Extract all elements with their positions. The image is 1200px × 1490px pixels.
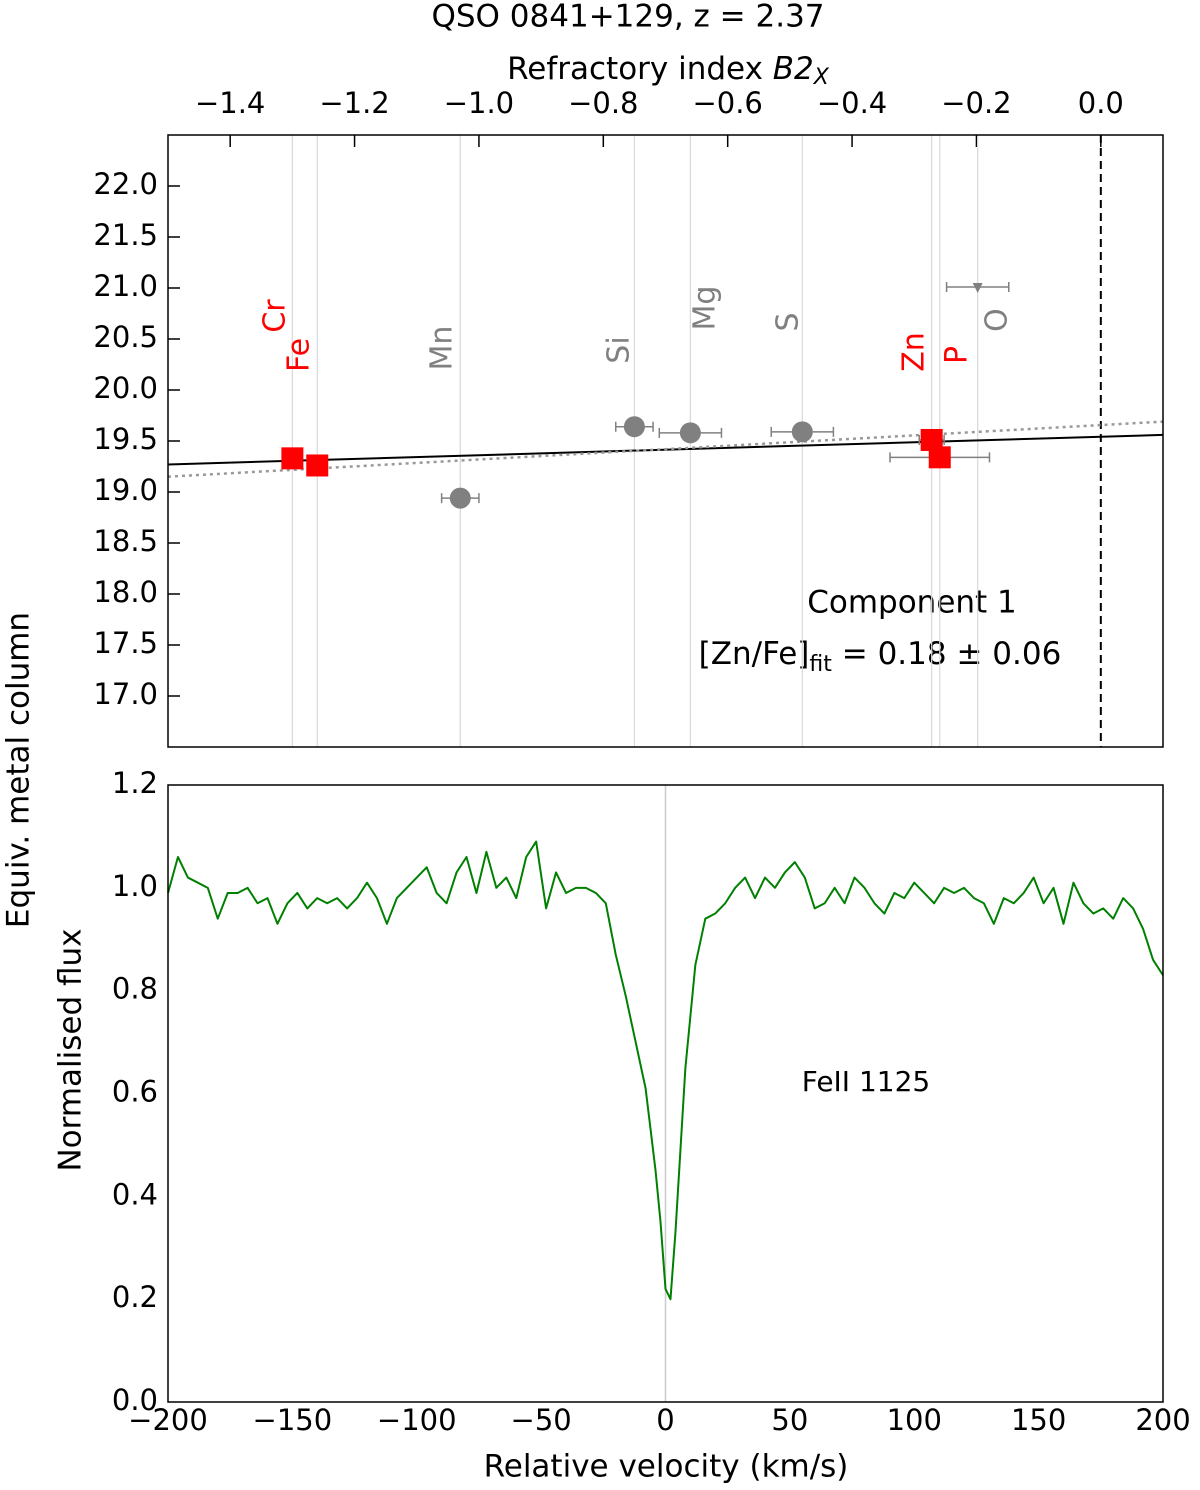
- annotation-main: [Zn/Fe]: [699, 636, 810, 672]
- element-label: Mg: [688, 286, 723, 331]
- y-tick-label: 22.0: [93, 167, 158, 201]
- x-tick-label: −1.0: [444, 86, 514, 120]
- x-tick-label: −1.2: [319, 86, 389, 120]
- y-axis-title: Normalised flux: [53, 928, 89, 1171]
- y-tick-label: 1.0: [112, 869, 158, 903]
- point: [679, 422, 701, 444]
- x-tick-label: −0.2: [941, 86, 1011, 120]
- element-label: Si: [602, 336, 637, 363]
- chart-title: QSO 0841+129, z = 2.37: [431, 0, 824, 35]
- x-axis-title: Relative velocity (km/s): [484, 1449, 849, 1485]
- y-tick-label: 17.0: [93, 677, 158, 711]
- x-tick-label: −0.6: [692, 86, 762, 120]
- upper-limit: [972, 282, 983, 293]
- x-tick-label: 50: [771, 1403, 808, 1437]
- y-tick-label: 21.0: [93, 269, 158, 303]
- x-tick-label: −1.4: [195, 86, 265, 120]
- y-tick-label: 0.8: [112, 972, 158, 1006]
- y-tick-label: 18.5: [93, 524, 158, 558]
- fit-line: [167, 420, 1164, 478]
- point: [623, 416, 645, 438]
- y-tick-label: 1.2: [112, 766, 158, 800]
- element-label: Fe: [282, 338, 317, 372]
- element-label: Cr: [258, 299, 293, 333]
- y-tick-label: 21.5: [93, 218, 158, 252]
- x-tick-label: 100: [887, 1403, 942, 1437]
- y-axis-title: Equiv. metal column: [1, 612, 37, 928]
- y-tick-label: 19.5: [93, 422, 158, 456]
- x-tick-label: 0: [656, 1403, 674, 1437]
- x-title-italic: B2: [773, 51, 814, 87]
- point: [306, 454, 329, 477]
- point: [449, 487, 471, 509]
- x-tick-label: 200: [1135, 1403, 1190, 1437]
- y-tick-label: 20.5: [93, 320, 158, 354]
- y-tick-label: 0.0: [112, 1383, 158, 1417]
- annotation: FeII 1125: [802, 1065, 930, 1098]
- x-title-sub: X: [813, 65, 830, 90]
- element-label: Mn: [425, 326, 460, 371]
- x-tick-label: −100: [377, 1403, 457, 1437]
- top-x-axis-title: Refractory index B2X: [507, 51, 830, 91]
- x-tick-label: −200: [128, 1403, 208, 1437]
- annotation: Component 1: [807, 585, 1017, 621]
- spectrum-line: [167, 840, 1164, 1301]
- element-label: Zn: [897, 332, 932, 372]
- y-tick-label: 17.5: [93, 626, 158, 660]
- point: [920, 428, 943, 451]
- element-label: O: [980, 308, 1015, 332]
- element-label: P: [940, 346, 975, 364]
- x-title-main: Refractory index: [507, 51, 773, 87]
- x-tick-label: 0.0: [1078, 86, 1124, 120]
- y-tick-label: 20.0: [93, 371, 158, 405]
- y-tick-label: 19.0: [93, 473, 158, 507]
- point: [791, 421, 813, 443]
- y-tick-label: 0.2: [112, 1280, 158, 1314]
- x-tick-label: −50: [511, 1403, 572, 1437]
- x-tick-label: −0.8: [568, 86, 638, 120]
- y-tick-label: 18.0: [93, 575, 158, 609]
- element-label: S: [771, 312, 806, 331]
- y-tick-label: 0.4: [112, 1177, 158, 1211]
- point: [928, 446, 951, 469]
- x-tick-label: 150: [1011, 1403, 1066, 1437]
- plot-frame: [167, 134, 1164, 748]
- point: [281, 447, 304, 470]
- y-tick-label: 0.6: [112, 1075, 158, 1109]
- x-tick-label: −150: [253, 1403, 333, 1437]
- annotation: [Zn/Fe]fit = 0.18 ± 0.06: [699, 636, 1062, 678]
- plot-frame: [167, 784, 1164, 1403]
- annotation-rest: = 0.18 ± 0.06: [832, 636, 1061, 672]
- x-tick-label: −0.4: [817, 86, 887, 120]
- annotation-sub: fit: [809, 652, 832, 677]
